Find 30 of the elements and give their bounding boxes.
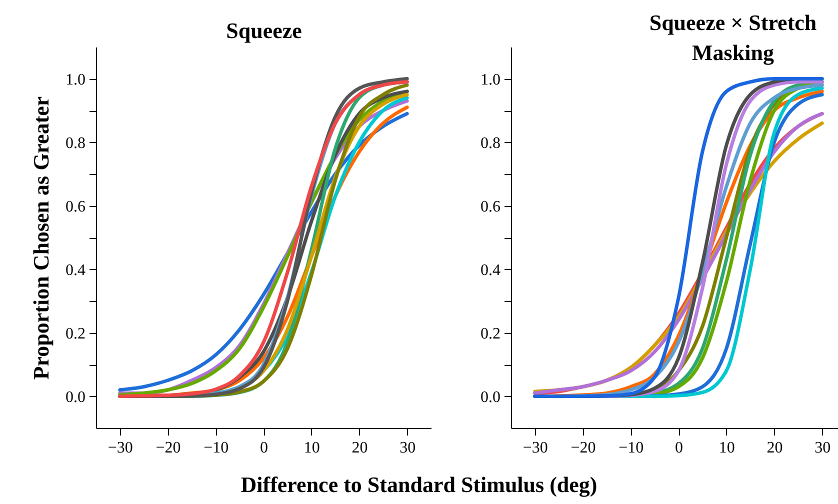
y-axis-title: Proportion Chosen as Greater — [28, 96, 54, 380]
x-tick-label: −30 — [108, 440, 133, 456]
x-tick-label: 0 — [675, 440, 683, 456]
y-tick-label: 0.6 — [66, 198, 86, 216]
x-tick-label: −10 — [618, 440, 644, 456]
x-tick-label: −20 — [570, 440, 596, 456]
y-tick-label: 1.0 — [66, 71, 86, 88]
y-tick-label: 1.0 — [480, 71, 500, 88]
x-tick-label: 10 — [718, 440, 735, 456]
x-tick-label: 30 — [814, 440, 831, 456]
chart-title: Squeeze — [225, 17, 303, 45]
y-tick-label: 0.2 — [480, 325, 500, 342]
x-tick-label: 10 — [304, 440, 320, 456]
x-tick-label: −20 — [156, 440, 181, 456]
y-tick-label: 0.0 — [66, 388, 86, 406]
chart-title: Squeeze × Stretch Masking — [648, 9, 818, 67]
x-tick-label: −10 — [204, 440, 229, 456]
y-tick-label: 0.6 — [480, 198, 500, 216]
y-tick-label: 0.0 — [480, 388, 500, 406]
x-tick-label: 0 — [260, 440, 268, 456]
x-tick-label: 20 — [766, 440, 783, 456]
x-axis-title: Difference to Standard Stimulus (deg) — [240, 472, 598, 498]
y-tick-label: 0.4 — [66, 262, 86, 279]
y-tick-label: 0.8 — [66, 134, 86, 152]
x-tick-label: 30 — [400, 440, 416, 456]
x-tick-label: −30 — [522, 440, 548, 456]
y-tick-label: 0.8 — [480, 134, 500, 152]
y-tick-label: 0.4 — [480, 262, 500, 279]
y-tick-label: 0.2 — [66, 325, 86, 342]
x-tick-label: 20 — [352, 440, 368, 456]
